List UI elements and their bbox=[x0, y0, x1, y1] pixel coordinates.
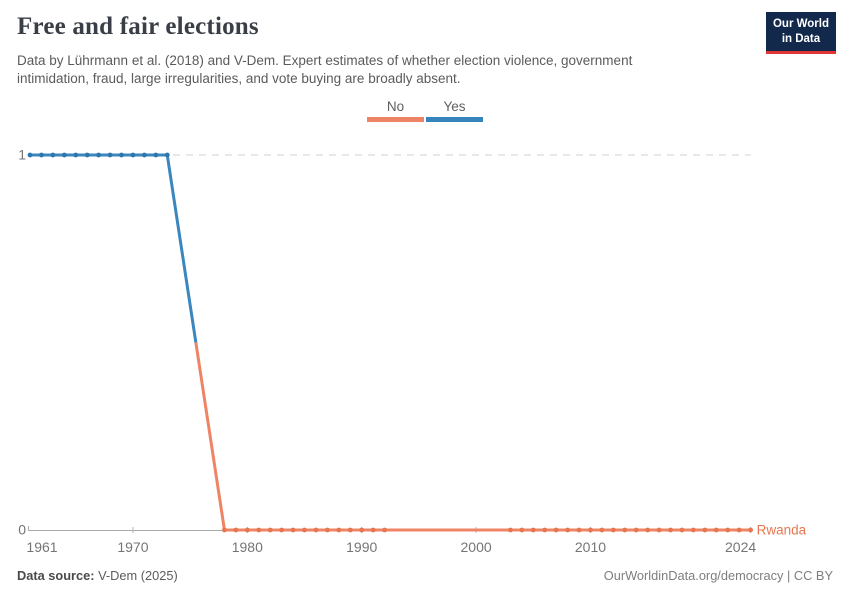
data-point-yes-1965[interactable] bbox=[73, 152, 79, 158]
data-point-no-1981[interactable] bbox=[256, 527, 262, 533]
data-point-no-2009[interactable] bbox=[576, 527, 582, 533]
data-point-no-2007[interactable] bbox=[553, 527, 559, 533]
owid-logo[interactable]: Our World in Data bbox=[765, 12, 836, 54]
chart-subtitle: Data by Lührmann et al. (2018) and V-Dem… bbox=[17, 53, 633, 87]
x-tick-label-1990: 1990 bbox=[346, 539, 377, 555]
owid-logo-line1: Our World bbox=[772, 18, 829, 30]
entity-label-rwanda[interactable]: Rwanda bbox=[757, 523, 807, 538]
x-tick-label-2024: 2024 bbox=[725, 539, 756, 555]
data-point-no-2018[interactable] bbox=[679, 527, 685, 533]
data-point-yes-1961[interactable] bbox=[27, 152, 33, 158]
data-point-no-2013[interactable] bbox=[622, 527, 628, 533]
x-tick-label-2000: 2000 bbox=[461, 539, 492, 555]
data-point-no-1987[interactable] bbox=[324, 527, 330, 533]
data-point-no-2017[interactable] bbox=[668, 527, 673, 533]
legend-label-no: No bbox=[386, 99, 405, 114]
data-source-value: V-Dem (2025) bbox=[98, 568, 178, 583]
legend-swatch-no bbox=[367, 117, 424, 122]
data-point-no-2011[interactable] bbox=[599, 527, 605, 533]
data-point-no-2021[interactable] bbox=[713, 527, 719, 533]
x-tick-label-1961: 1961 bbox=[26, 539, 57, 555]
data-point-no-1979[interactable] bbox=[233, 527, 239, 533]
legend-swatch-yes bbox=[426, 117, 483, 122]
legend: No Yes bbox=[0, 99, 850, 122]
data-point-no-1978[interactable] bbox=[222, 527, 227, 533]
x-tick-label-1970: 1970 bbox=[117, 539, 148, 555]
data-point-no-1990[interactable] bbox=[359, 527, 365, 533]
data-point-no-2015[interactable] bbox=[645, 527, 651, 533]
data-point-no-2020[interactable] bbox=[702, 527, 708, 533]
data-point-no-1986[interactable] bbox=[313, 527, 319, 533]
data-point-yes-1962[interactable] bbox=[39, 152, 44, 158]
owid-logo-line2: in Data bbox=[781, 32, 821, 45]
data-point-yes-1970[interactable] bbox=[130, 152, 136, 158]
x-tick-label-2010: 2010 bbox=[575, 539, 606, 555]
data-point-no-2006[interactable] bbox=[542, 527, 548, 533]
legend-item-no[interactable]: No bbox=[367, 99, 424, 122]
data-point-yes-1964[interactable] bbox=[61, 152, 67, 158]
owid-link[interactable]: OurWorldinData.org/democracy | CC BY bbox=[603, 568, 833, 583]
data-point-no-1980[interactable] bbox=[244, 527, 250, 533]
data-point-no-2010[interactable] bbox=[588, 527, 593, 533]
data-point-no-2016[interactable] bbox=[656, 527, 662, 533]
data-point-no-2003[interactable] bbox=[508, 527, 513, 533]
data-point-yes-1963[interactable] bbox=[50, 152, 56, 158]
y-tick-label-1: 1 bbox=[18, 147, 26, 163]
chart-footer: Data source: V-Dem (2025) OurWorldinData… bbox=[17, 568, 833, 583]
legend-item-yes[interactable]: Yes bbox=[426, 99, 483, 122]
data-point-no-2014[interactable] bbox=[633, 527, 639, 533]
series-no-line[interactable] bbox=[194, 342, 751, 532]
data-point-no-2012[interactable] bbox=[610, 527, 616, 533]
data-point-no-1983[interactable] bbox=[279, 527, 285, 533]
data-point-yes-1967[interactable] bbox=[96, 152, 102, 158]
data-point-no-2022[interactable] bbox=[725, 527, 731, 533]
y-tick-label-0: 0 bbox=[18, 522, 26, 538]
page-title: Free and fair elections bbox=[17, 13, 259, 40]
data-point-yes-1968[interactable] bbox=[107, 152, 113, 158]
data-point-no-1989[interactable] bbox=[347, 527, 353, 533]
data-point-no-2004[interactable] bbox=[519, 527, 525, 533]
data-point-no-1991[interactable] bbox=[370, 527, 376, 533]
data-point-no-2019[interactable] bbox=[691, 527, 696, 533]
data-point-yes-1966[interactable] bbox=[84, 152, 90, 158]
data-point-no-2023[interactable] bbox=[736, 527, 742, 533]
legend-label-yes: Yes bbox=[443, 99, 466, 114]
data-point-no-1992[interactable] bbox=[382, 527, 387, 533]
data-source-label: Data source: bbox=[17, 568, 95, 583]
data-point-no-1985[interactable] bbox=[302, 527, 307, 533]
x-tick-label-1980: 1980 bbox=[232, 539, 263, 555]
data-point-yes-1969[interactable] bbox=[119, 152, 124, 158]
data-point-no-1982[interactable] bbox=[267, 527, 273, 533]
data-point-yes-1972[interactable] bbox=[153, 152, 159, 158]
data-point-no-2024[interactable] bbox=[748, 527, 753, 533]
data-source: Data source: V-Dem (2025) bbox=[17, 568, 178, 583]
data-point-yes-1971[interactable] bbox=[141, 152, 147, 158]
data-point-no-1988[interactable] bbox=[336, 527, 342, 533]
series-yes-line[interactable] bbox=[30, 153, 198, 343]
data-point-no-2005[interactable] bbox=[530, 527, 536, 533]
data-point-no-1984[interactable] bbox=[290, 527, 296, 533]
data-point-yes-1973[interactable] bbox=[164, 152, 170, 158]
data-point-no-2008[interactable] bbox=[565, 527, 570, 533]
